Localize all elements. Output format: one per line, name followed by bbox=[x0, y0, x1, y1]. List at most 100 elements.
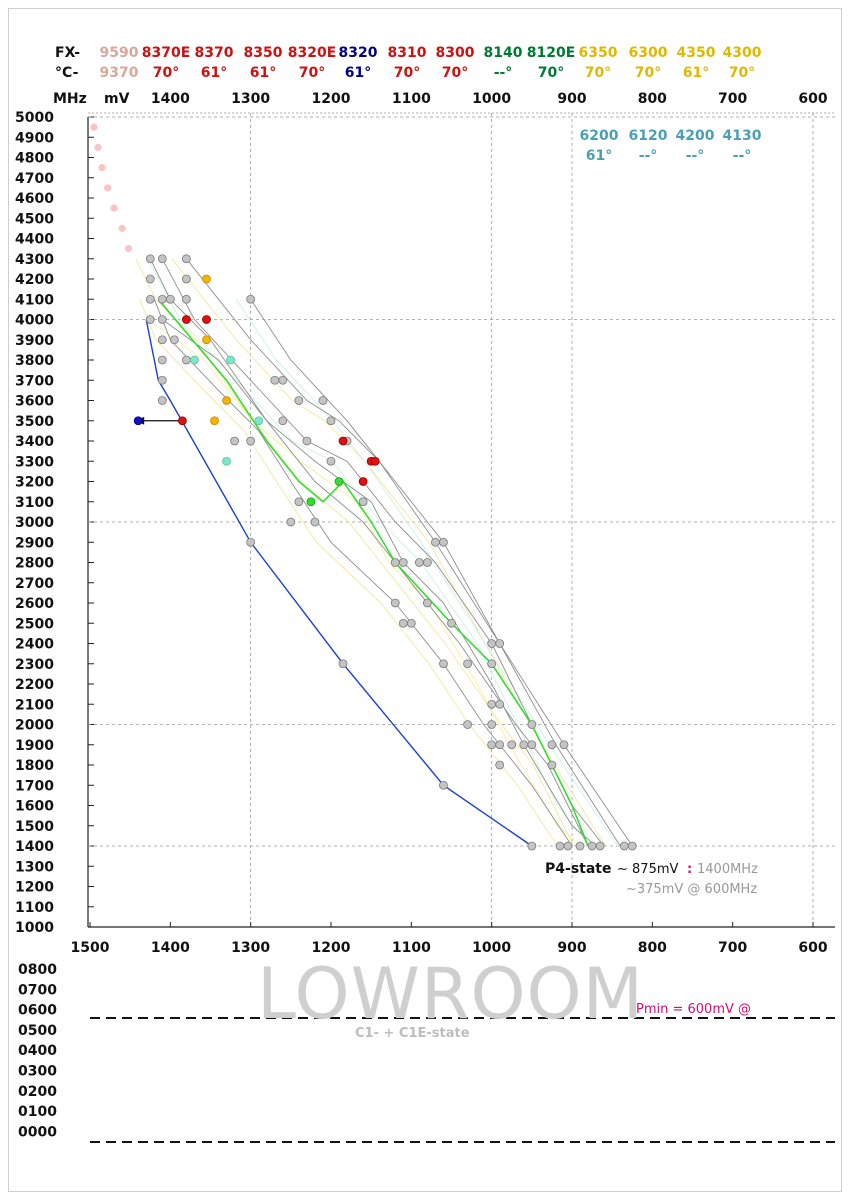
grey-point bbox=[278, 416, 288, 426]
temp-row-label: °C- bbox=[55, 65, 79, 81]
grey-point bbox=[181, 355, 191, 365]
grey-point bbox=[278, 375, 288, 385]
average-series-line bbox=[157, 298, 589, 847]
y-tick-label: 4200 bbox=[15, 272, 54, 288]
grey-point bbox=[422, 558, 432, 567]
model-name-label: 6300 bbox=[629, 45, 668, 61]
grey-point bbox=[145, 294, 155, 304]
y-tick-label: 3300 bbox=[15, 454, 54, 470]
model-right-temp-label: --° bbox=[733, 148, 752, 164]
model-temp-label: 70° bbox=[299, 65, 325, 81]
y-tick-label: 4700 bbox=[15, 171, 54, 187]
grey-point bbox=[587, 841, 597, 851]
grey-point bbox=[487, 699, 497, 709]
grey-point bbox=[627, 841, 637, 851]
fx-row-label: FX- bbox=[55, 45, 80, 61]
y-tick-label: 4500 bbox=[15, 211, 54, 227]
y-tick-label: 3000 bbox=[15, 515, 54, 531]
teal-point bbox=[190, 355, 199, 365]
p4-separator: : bbox=[687, 862, 692, 877]
y-tick-label: 4600 bbox=[15, 191, 54, 207]
lower-y-tick-label: 0100 bbox=[18, 1104, 57, 1120]
grey-point bbox=[157, 396, 167, 405]
grey-point bbox=[246, 436, 256, 446]
pink-point bbox=[118, 224, 126, 232]
x-tick-label-top: 700 bbox=[718, 91, 747, 107]
p4-freq-label: 1400MHz bbox=[697, 862, 758, 877]
grey-point bbox=[246, 294, 256, 304]
grey-point bbox=[165, 294, 175, 304]
y-tick-label: 2200 bbox=[15, 677, 54, 693]
model-temp-label: 61° bbox=[201, 65, 227, 81]
model-name-label: 9590 bbox=[100, 45, 139, 61]
blue-point bbox=[133, 416, 143, 426]
model-right-name-label: 4200 bbox=[676, 128, 715, 144]
pink-point bbox=[94, 143, 102, 151]
faint-series-line bbox=[139, 299, 558, 847]
y-tick-label: 3800 bbox=[15, 353, 54, 369]
fit-series-line bbox=[145, 319, 533, 847]
model-name-label: 8300 bbox=[436, 45, 475, 61]
model-temp-label: --° bbox=[494, 65, 513, 81]
y-tick-label: 1300 bbox=[15, 859, 54, 875]
y-tick-label: 2000 bbox=[15, 718, 54, 734]
grey-point bbox=[495, 740, 505, 750]
grey-point bbox=[294, 497, 304, 507]
model-name-label: 8370 bbox=[195, 45, 234, 61]
grey-series-line bbox=[153, 299, 573, 847]
y-tick-label: 1000 bbox=[15, 920, 54, 936]
model-name-label: 8140 bbox=[484, 45, 523, 61]
y-tick-label: 2100 bbox=[15, 697, 54, 713]
text-layer: FX- °C- MHz mV P4-state ~ 875mV : 1400MH… bbox=[15, 45, 828, 1140]
y-tick-label: 2300 bbox=[15, 657, 54, 673]
orange-point bbox=[202, 274, 211, 284]
grey-point bbox=[157, 254, 167, 264]
y-tick-label: 1400 bbox=[15, 839, 54, 855]
model-temp-label: 70° bbox=[153, 65, 179, 81]
grey-point bbox=[519, 740, 529, 750]
grey-point bbox=[181, 294, 191, 304]
grey-point bbox=[495, 699, 505, 709]
grey-point bbox=[547, 740, 557, 750]
grey-point bbox=[619, 841, 629, 851]
grey-point bbox=[559, 740, 569, 750]
model-name-label: 8320 bbox=[339, 45, 378, 61]
p4-low-label: ~375mV @ 600MHz bbox=[626, 882, 757, 897]
grey-point bbox=[270, 375, 280, 385]
grey-point bbox=[145, 254, 155, 264]
model-temp-label: 61° bbox=[250, 65, 276, 81]
grey-point bbox=[507, 740, 517, 750]
y-tick-label: 3400 bbox=[15, 434, 54, 450]
y-tick-label: 2900 bbox=[15, 535, 54, 551]
green-point bbox=[334, 477, 344, 486]
y-tick-label: 3900 bbox=[15, 333, 54, 349]
red-point bbox=[358, 477, 368, 486]
grey-point bbox=[302, 436, 312, 446]
lower-y-tick-label: 0800 bbox=[18, 962, 57, 978]
model-temp-label: 61° bbox=[345, 65, 371, 81]
lower-y-tick-label: 0300 bbox=[18, 1064, 57, 1080]
model-temp-label: 70° bbox=[585, 65, 611, 81]
grey-point bbox=[495, 639, 505, 648]
grey-point bbox=[310, 517, 320, 527]
x-tick-label-bottom: 1100 bbox=[392, 940, 431, 956]
x-tick-label-bottom: 900 bbox=[557, 940, 586, 956]
model-right-temp-label: --° bbox=[686, 148, 705, 164]
grey-point bbox=[145, 315, 155, 324]
grey-point bbox=[318, 396, 328, 405]
grey-point bbox=[527, 720, 537, 729]
pink-point bbox=[110, 204, 118, 212]
x-tick-label-top: 1400 bbox=[151, 91, 190, 107]
model-name-label: 8120E bbox=[527, 45, 576, 61]
grey-point bbox=[157, 355, 167, 365]
grey-point bbox=[439, 537, 448, 547]
model-temp-label: 70° bbox=[538, 65, 564, 81]
series-points bbox=[90, 123, 637, 851]
lower-y-tick-label: 0600 bbox=[18, 1003, 57, 1019]
model-name-label: 4350 bbox=[677, 45, 716, 61]
grey-series-line bbox=[186, 258, 621, 847]
c-state-label: C1- + C1E-state bbox=[355, 1026, 470, 1041]
lower-y-tick-label: 0200 bbox=[18, 1084, 57, 1100]
red-point bbox=[370, 456, 380, 466]
model-temp-label: 70° bbox=[635, 65, 661, 81]
